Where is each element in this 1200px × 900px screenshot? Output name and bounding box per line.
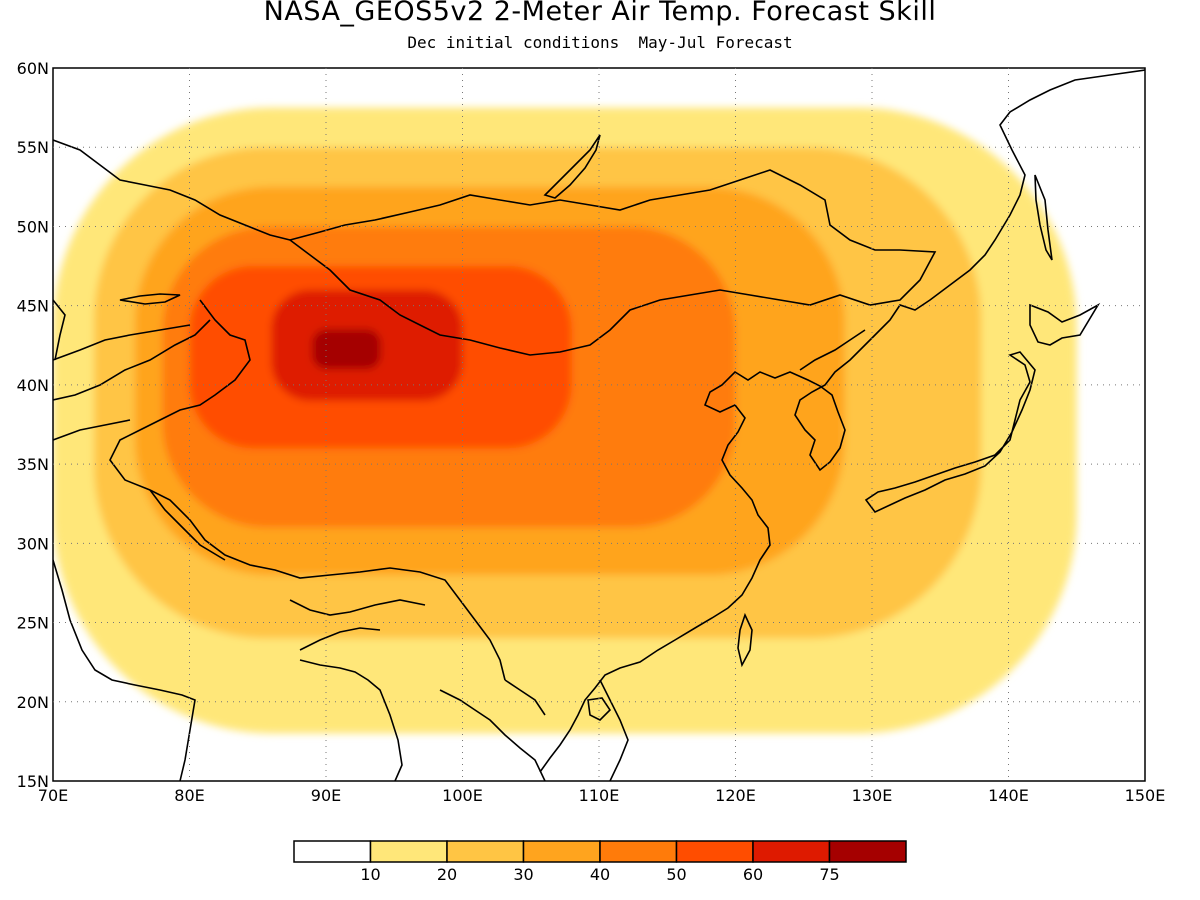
lon-tick-label: 120E bbox=[715, 786, 756, 805]
lon-tick-label: 70E bbox=[38, 786, 68, 805]
graticule bbox=[53, 68, 1145, 781]
colorbar-swatch bbox=[828, 840, 907, 863]
colorbar-label: 10 bbox=[360, 865, 380, 884]
lat-tick-label: 20N bbox=[17, 693, 49, 712]
coastline-hokkaido bbox=[1029, 302, 1101, 346]
lat-tick-label: 40N bbox=[17, 376, 49, 395]
border-korea bbox=[799, 329, 866, 371]
lon-tick-label: 140E bbox=[988, 786, 1029, 805]
coastline-east-asia bbox=[539, 69, 1145, 773]
coastline-japan bbox=[864, 351, 1036, 513]
coastline-indochina bbox=[504, 679, 629, 781]
border-russia-kazakhstan bbox=[53, 139, 291, 241]
lon-tick-label: 130E bbox=[852, 786, 893, 805]
lon-tick-label: 110E bbox=[579, 786, 620, 805]
axis-tick-labels: 70E 80E 90E 100E 110E 120E 130E 140E 150E 15N 20N 2… bbox=[17, 59, 1166, 805]
lat-tick-label: 50N bbox=[17, 217, 49, 236]
lat-tick-label: 35N bbox=[17, 455, 49, 474]
coastline-sakhalin bbox=[1034, 174, 1053, 261]
lat-tick-label: 30N bbox=[17, 534, 49, 553]
lat-tick-label: 15N bbox=[17, 772, 49, 791]
lake-baikal bbox=[543, 134, 601, 199]
colorbar-label: 20 bbox=[437, 865, 457, 884]
colorbar-swatch bbox=[522, 840, 601, 863]
colorbar-swatch bbox=[446, 840, 525, 863]
border-himalaya bbox=[149, 489, 426, 651]
lon-tick-label: 150E bbox=[1125, 786, 1166, 805]
border-central-asia bbox=[53, 319, 211, 441]
lon-tick-label: 100E bbox=[442, 786, 483, 805]
colorbar-label: 60 bbox=[743, 865, 763, 884]
colorbar: 10 20 30 40 50 60 75 bbox=[293, 840, 907, 884]
border-china-west bbox=[109, 299, 506, 681]
colorbar-swatch bbox=[369, 840, 448, 863]
colorbar-label: 75 bbox=[819, 865, 839, 884]
lat-tick-label: 45N bbox=[17, 297, 49, 316]
border-mongolia bbox=[288, 169, 937, 356]
lake-balkhash bbox=[119, 293, 181, 305]
lat-tick-label: 25N bbox=[17, 614, 49, 633]
lat-tick-label: 60N bbox=[17, 59, 49, 78]
map-title: NASA_GEOS5v2 2-Meter Air Temp. Forecast … bbox=[263, 0, 937, 27]
skill-region-7 bbox=[312, 329, 381, 370]
lat-tick-label: 55N bbox=[17, 138, 49, 157]
colorbar-swatch bbox=[752, 840, 831, 863]
colorbar-swatch bbox=[293, 840, 372, 863]
colorbar-label: 40 bbox=[590, 865, 610, 884]
coastline-hainan bbox=[587, 697, 612, 721]
colorbar-label: 50 bbox=[666, 865, 686, 884]
lon-tick-label: 90E bbox=[311, 786, 341, 805]
colorbar-swatch bbox=[599, 840, 678, 863]
coastlines-and-borders bbox=[53, 69, 1145, 781]
lon-tick-label: 80E bbox=[174, 786, 204, 805]
colorbar-label: 30 bbox=[513, 865, 533, 884]
coastline-taiwan bbox=[737, 612, 753, 668]
colorbar-swatch bbox=[675, 840, 754, 863]
map-subtitle: Dec initial conditions May-Jul Forecast bbox=[407, 33, 793, 52]
coastline-south-asia bbox=[53, 299, 546, 781]
